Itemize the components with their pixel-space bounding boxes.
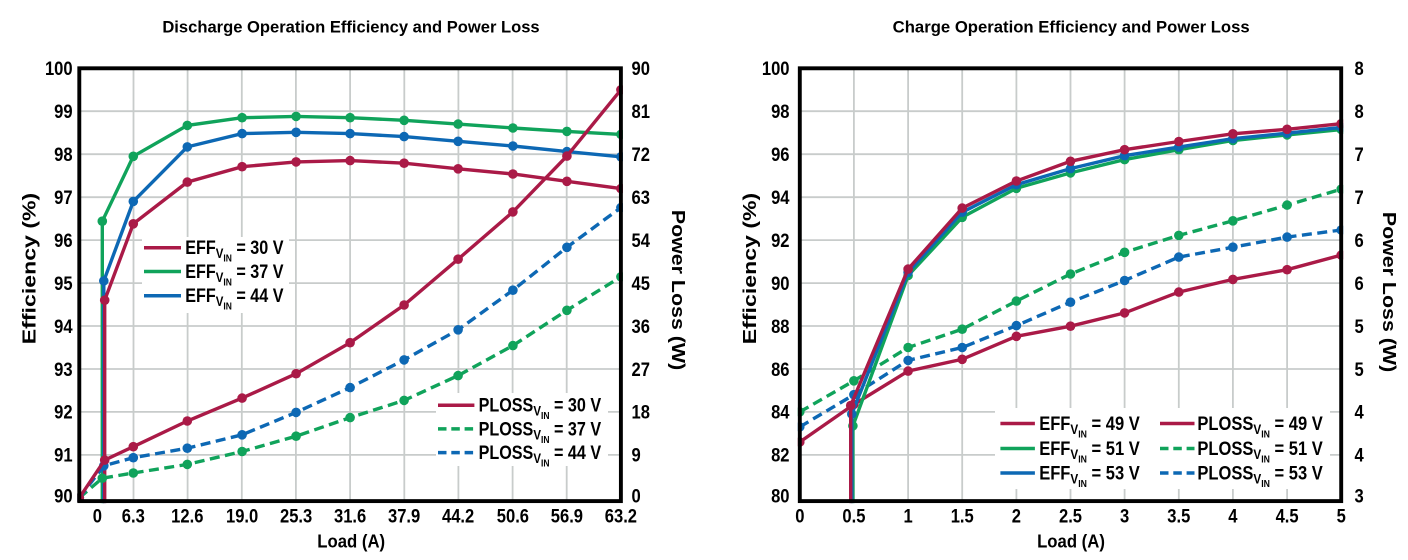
svg-text:84: 84 [771,401,789,423]
svg-text:5: 5 [1337,505,1346,527]
svg-text:97: 97 [54,187,72,209]
svg-text:98: 98 [54,144,72,166]
svg-text:31.6: 31.6 [334,505,366,527]
svg-text:4.5: 4.5 [1276,505,1299,527]
svg-text:88: 88 [771,316,789,338]
svg-text:Efficiency (%): Efficiency (%) [739,193,760,345]
svg-text:96: 96 [771,144,789,166]
svg-text:8: 8 [1355,58,1364,80]
svg-text:6.3: 6.3 [122,505,145,527]
svg-text:3.5: 3.5 [1167,505,1190,527]
svg-text:EFFVIN = 49 V: EFFVIN = 49 V [1039,413,1140,440]
svg-text:6: 6 [1355,230,1364,252]
svg-text:EFFVIN = 30 V: EFFVIN = 30 V [185,237,283,264]
svg-text:4: 4 [1228,505,1237,527]
svg-text:91: 91 [54,444,72,466]
svg-text:5: 5 [1355,359,1364,381]
svg-text:81: 81 [632,101,650,123]
svg-text:0.5: 0.5 [842,505,865,527]
svg-text:54: 54 [632,230,650,252]
svg-text:90: 90 [771,273,789,295]
svg-text:3: 3 [1120,505,1129,527]
svg-text:2: 2 [1012,505,1021,527]
svg-text:94: 94 [54,316,72,338]
svg-text:36: 36 [632,316,650,338]
svg-text:4: 4 [1355,444,1364,466]
svg-text:98: 98 [771,101,789,123]
svg-text:4: 4 [1355,401,1364,423]
svg-text:12.6: 12.6 [171,505,203,527]
svg-text:0: 0 [795,505,804,527]
svg-text:EFFVIN = 53 V: EFFVIN = 53 V [1039,462,1140,489]
svg-text:80: 80 [771,485,789,507]
svg-text:1.5: 1.5 [951,505,974,527]
svg-text:7: 7 [1355,144,1364,166]
svg-text:92: 92 [771,230,789,252]
svg-text:PLOSSVIN = 49 V: PLOSSVIN = 49 V [1197,413,1322,440]
svg-text:100: 100 [45,58,73,80]
svg-text:PLOSSVIN = 30 V: PLOSSVIN = 30 V [479,394,602,421]
svg-text:8: 8 [1355,101,1364,123]
svg-text:25.3: 25.3 [280,505,312,527]
svg-text:6: 6 [1355,273,1364,295]
svg-text:0: 0 [632,485,641,507]
svg-text:96: 96 [54,230,72,252]
svg-text:0: 0 [93,505,102,527]
svg-text:Load (A): Load (A) [1037,531,1105,552]
svg-text:3: 3 [1355,485,1364,507]
svg-text:95: 95 [54,273,72,295]
svg-text:PLOSSVIN = 51 V: PLOSSVIN = 51 V [1197,438,1322,465]
svg-text:45: 45 [632,273,650,295]
svg-text:94: 94 [771,187,789,209]
svg-text:Discharge Operation Efficiency: Discharge Operation Efficiency and Power… [162,18,539,37]
svg-text:86: 86 [771,359,789,381]
svg-text:Charge Operation Efficiency an: Charge Operation Efficiency and Power Lo… [893,18,1250,37]
svg-text:92: 92 [54,401,72,423]
svg-text:Load (A): Load (A) [317,531,385,552]
svg-text:93: 93 [54,359,72,381]
svg-text:82: 82 [771,444,789,466]
svg-text:9: 9 [632,444,641,466]
svg-text:44.2: 44.2 [442,505,474,527]
svg-text:27: 27 [632,359,650,381]
svg-text:90: 90 [632,58,650,80]
svg-text:63: 63 [632,187,650,209]
svg-text:72: 72 [632,144,650,166]
svg-text:Power Loss (W): Power Loss (W) [668,210,689,370]
svg-text:37.9: 37.9 [388,505,420,527]
svg-text:99: 99 [54,101,72,123]
svg-text:100: 100 [762,58,790,80]
svg-text:50.6: 50.6 [497,505,529,527]
svg-text:18: 18 [632,401,650,423]
svg-text:Power Loss (W): Power Loss (W) [1379,212,1400,372]
svg-text:EFFVIN = 51 V: EFFVIN = 51 V [1039,438,1140,465]
svg-text:1: 1 [903,505,912,527]
svg-text:PLOSSVIN = 37 V: PLOSSVIN = 37 V [479,418,602,445]
svg-text:Efficiency (%): Efficiency (%) [19,193,40,345]
svg-text:2.5: 2.5 [1059,505,1082,527]
svg-text:5: 5 [1355,316,1364,338]
svg-text:EFFVIN = 37 V: EFFVIN = 37 V [185,261,283,288]
svg-text:7: 7 [1355,187,1364,209]
svg-text:90: 90 [54,485,72,507]
svg-text:19.0: 19.0 [226,505,258,527]
svg-text:56.9: 56.9 [551,505,583,527]
svg-text:EFFVIN = 44 V: EFFVIN = 44 V [185,285,283,312]
svg-text:PLOSSVIN = 44 V: PLOSSVIN = 44 V [479,442,602,469]
svg-text:63.2: 63.2 [605,505,637,527]
svg-text:PLOSSVIN = 53 V: PLOSSVIN = 53 V [1197,462,1322,489]
